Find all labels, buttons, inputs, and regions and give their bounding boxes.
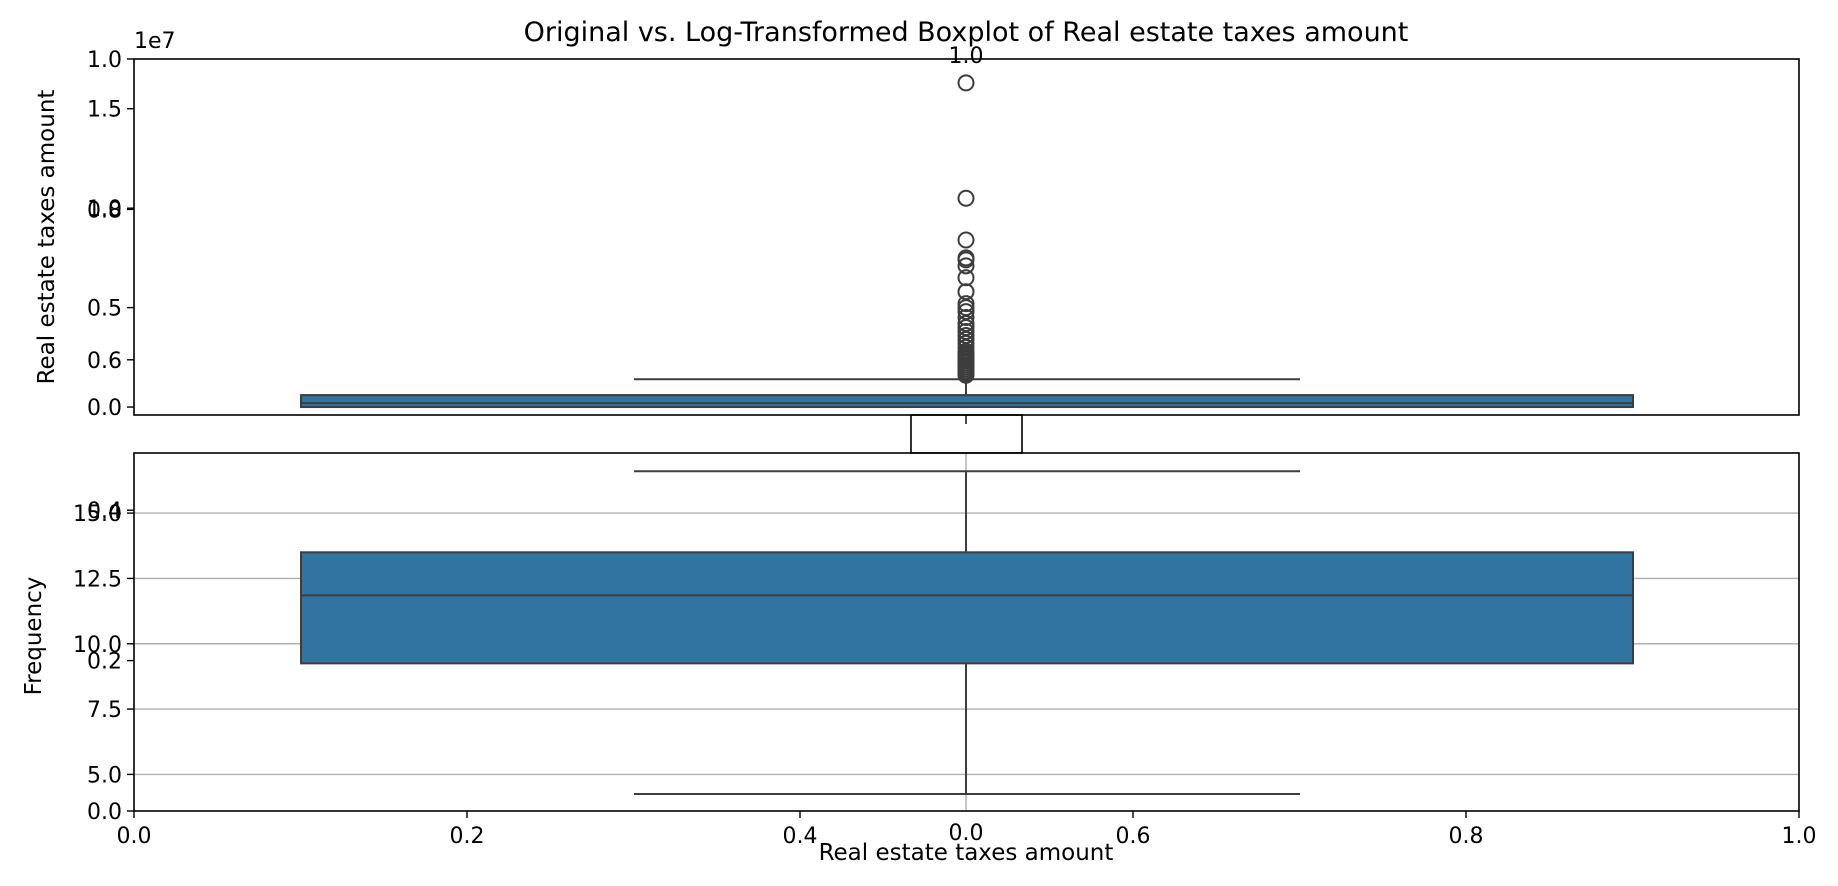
y-tick-label: 5.0 (87, 763, 122, 788)
y-tick-label: 7.5 (87, 698, 122, 723)
top-y-axis: 0.0 0.5 1.0 1.5 (87, 98, 134, 421)
outlier-point (957, 189, 975, 207)
x-axis-label: Real estate taxes amount (819, 840, 1114, 866)
outlier-point (957, 74, 975, 92)
chart-title: Original vs. Log-Transformed Boxplot of … (524, 17, 1409, 48)
overlay-x-tick-label: 0.0 (117, 824, 152, 849)
overlay-y-tick-label: 1.0 (87, 48, 122, 73)
y-tick-label: 0.5 (87, 297, 122, 322)
overlay-x-tick-label: 0.4 (783, 824, 818, 849)
overlay-x-tick-label: 0.8 (1449, 824, 1484, 849)
iqr-box (300, 394, 1634, 409)
middle-y-tick-label: 1.0 (949, 44, 984, 69)
y-tick-label: 15.0 (73, 502, 122, 527)
outlier-point (957, 295, 975, 313)
iqr-box (300, 551, 1634, 665)
top-y-axis-label: Real estate taxes amount (34, 90, 60, 385)
bottom-y-axis-label: Frequency (21, 577, 47, 696)
bottom-y-axis: 5.0 7.5 10.0 12.5 15.0 (73, 502, 134, 788)
outlier-point (957, 309, 975, 327)
outlier-point (957, 257, 975, 275)
overlay-x-tick-label: 0.2 (450, 824, 485, 849)
y-tick-label: 1.5 (87, 98, 122, 123)
overlay-x-tick-label: 1.0 (1782, 824, 1817, 849)
middle-axes-labels: 0.0 1.0 (949, 44, 984, 846)
outlier-point (957, 231, 975, 249)
overlay-y-tick-label: 0.2 (87, 650, 122, 675)
overlay-y-tick-label: 0.0 (87, 800, 122, 825)
full-figure-axes: 0.00.20.40.60.81.00.0 0.2 0.4 0.6 0.8 1.0 (87, 48, 1817, 849)
y-tick-label: 0.0 (87, 396, 122, 421)
outlier-point (957, 283, 975, 301)
overlay-y-tick-label: 0.4 (87, 499, 122, 524)
overlay-x-tick-label: 0.6 (1116, 824, 1151, 849)
y-tick-label: 1.0 (87, 197, 122, 222)
y-tick-label: 12.5 (73, 567, 122, 592)
y-tick-label: 10.0 (73, 633, 122, 658)
offset-label: 1e7 (134, 29, 176, 54)
outlier-point (957, 249, 975, 267)
outlier-point (957, 269, 975, 287)
overlay-y-tick-label: 0.8 (87, 198, 122, 223)
middle-x-tick-label: 0.0 (949, 821, 984, 846)
overlay-y-tick-label: 0.6 (87, 349, 122, 374)
bottom-boxplot (300, 470, 1634, 796)
top-boxplot (300, 74, 1634, 409)
